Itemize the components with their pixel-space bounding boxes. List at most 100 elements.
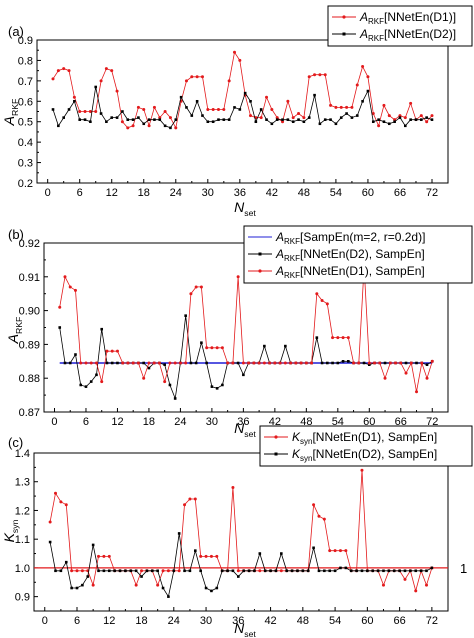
data-point xyxy=(393,120,396,124)
legend-label: ARKF[SampEn(m=2, r=0.2d)] xyxy=(275,230,425,246)
data-point xyxy=(419,114,423,118)
data-point xyxy=(57,124,60,128)
data-point xyxy=(325,302,329,306)
data-point xyxy=(420,361,424,365)
data-point xyxy=(263,344,266,348)
data-point xyxy=(329,118,332,121)
data-point xyxy=(415,361,418,365)
data-point xyxy=(328,569,332,573)
data-point xyxy=(333,549,337,553)
data-point xyxy=(140,575,143,578)
data-point xyxy=(231,485,235,489)
data-point xyxy=(243,91,247,95)
x-tick-label: 24 xyxy=(174,416,186,428)
data-point xyxy=(425,569,428,573)
data-point xyxy=(95,373,98,377)
data-point xyxy=(242,569,245,573)
plot-frame xyxy=(36,39,449,184)
data-point xyxy=(107,554,111,558)
x-tick-label: 54 xyxy=(332,416,344,428)
x-tick-label: 0 xyxy=(51,416,57,428)
data-point xyxy=(270,122,274,126)
data-point xyxy=(163,363,166,366)
data-point xyxy=(310,361,314,365)
y-tick-label: 0.5 xyxy=(18,117,33,129)
data-point xyxy=(126,118,130,121)
data-point xyxy=(195,99,199,103)
data-point xyxy=(304,361,308,365)
data-point xyxy=(274,569,278,573)
data-point xyxy=(102,554,106,558)
data-point xyxy=(318,73,322,77)
data-point xyxy=(126,361,130,365)
data-point xyxy=(320,361,324,365)
data-point xyxy=(51,108,55,111)
data-point xyxy=(205,346,209,350)
data-point xyxy=(147,124,151,128)
legend-marker xyxy=(342,32,346,36)
data-point xyxy=(150,569,154,573)
data-point xyxy=(199,285,203,289)
data-point xyxy=(195,75,199,79)
data-point xyxy=(361,99,364,103)
data-point xyxy=(183,503,187,507)
data-point xyxy=(89,380,93,383)
data-point xyxy=(367,361,371,365)
data-point xyxy=(177,569,181,573)
data-point xyxy=(70,586,73,590)
data-point xyxy=(430,566,434,570)
data-point xyxy=(302,116,306,120)
data-point xyxy=(355,114,359,117)
data-point xyxy=(194,361,198,365)
series-2 xyxy=(58,265,434,394)
data-point xyxy=(399,361,403,365)
data-point xyxy=(247,361,251,365)
data-point xyxy=(290,569,294,573)
data-point xyxy=(371,569,375,573)
data-point xyxy=(204,554,208,558)
data-point xyxy=(115,116,119,119)
data-point xyxy=(104,67,108,71)
legend-label: ARKF[NNetEn(D2)] xyxy=(359,27,456,43)
data-point xyxy=(414,118,418,121)
data-point xyxy=(140,569,144,573)
x-tick-label: 42 xyxy=(266,187,278,199)
legend-label: Ksyn[NNetEn(D1), SampEn] xyxy=(292,430,437,446)
data-point xyxy=(357,361,361,365)
panel-label: (a) xyxy=(8,24,24,39)
data-point xyxy=(199,569,202,573)
legend-marker xyxy=(258,269,262,273)
data-point xyxy=(215,387,219,390)
data-point xyxy=(377,118,380,121)
data-point xyxy=(105,349,109,353)
data-point xyxy=(425,120,429,124)
y-tick-label: 1.0 xyxy=(15,563,30,575)
data-point xyxy=(409,361,413,365)
data-point xyxy=(94,85,98,89)
data-point xyxy=(382,120,386,124)
legend-label: ARKF[NNetEn(D1), SampEn] xyxy=(275,264,425,280)
data-point xyxy=(249,99,252,103)
data-point xyxy=(215,554,219,558)
data-point xyxy=(199,554,203,558)
data-point xyxy=(382,569,385,573)
data-point xyxy=(237,575,240,578)
data-point xyxy=(100,380,104,384)
data-point xyxy=(91,583,95,587)
data-point xyxy=(211,120,215,124)
data-point xyxy=(110,116,114,119)
data-point xyxy=(188,497,192,501)
data-point xyxy=(339,116,343,119)
data-point xyxy=(64,560,68,564)
data-point xyxy=(361,65,365,69)
data-point xyxy=(285,569,289,573)
data-point xyxy=(326,361,329,365)
data-point xyxy=(360,468,364,472)
data-point xyxy=(206,107,210,111)
y-tick-label: 0.6 xyxy=(18,96,33,108)
data-point xyxy=(302,120,306,124)
data-point xyxy=(193,549,197,552)
x-tick-label: 36 xyxy=(237,416,249,428)
series-0 xyxy=(51,50,434,130)
chart-panel-a: (a) 0.2 0.3 0.4 0.5 0.6 0.7 0.8 0.9 0 6 12 18 24 30 36 4… xyxy=(1,5,473,218)
